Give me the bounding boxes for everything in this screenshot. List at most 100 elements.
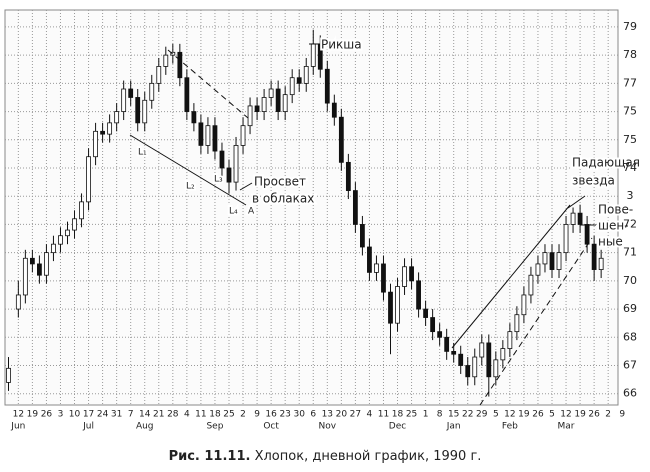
- candle-body: [310, 43, 316, 67]
- y-tick-label: 78: [623, 48, 637, 61]
- caption-label: Рис. 11.11.: [169, 449, 251, 464]
- candle-body: [437, 331, 443, 338]
- candle-body: [521, 294, 527, 316]
- candle-body: [577, 212, 583, 225]
- candle-body: [51, 243, 56, 254]
- x-tick-label: 4: [367, 410, 373, 420]
- candle-body: [303, 66, 309, 84]
- x-tick-label: 7: [128, 410, 134, 420]
- y-tick-label: 79: [623, 20, 637, 33]
- candle-body: [493, 359, 499, 378]
- x-tick-label: 2: [605, 410, 611, 420]
- x-tick-label: 27: [350, 410, 361, 420]
- candle-body: [135, 97, 141, 124]
- y-tick-label: 75: [623, 133, 637, 146]
- candle-body: [226, 167, 232, 183]
- caption: Рис. 11.11. Хлопок, дневной график, 1990…: [169, 449, 482, 464]
- candle-body: [324, 68, 330, 104]
- y-tick-label: 70: [623, 274, 637, 287]
- candle-body: [331, 102, 337, 118]
- y-tick-label: 72: [623, 217, 637, 230]
- candle-body: [507, 331, 513, 349]
- candle-body: [247, 105, 253, 127]
- x-tick-label: 30: [293, 410, 305, 420]
- annotation: L₂: [186, 182, 195, 192]
- candle-body: [465, 365, 471, 378]
- trend-lines: [129, 43, 596, 406]
- annotation: шен-: [598, 219, 629, 233]
- candle-body: [345, 161, 351, 191]
- x-tick-label: 31: [111, 410, 122, 420]
- candle-body: [58, 235, 63, 245]
- trend-line: [167, 49, 249, 119]
- x-tick-label: 4: [184, 410, 190, 420]
- candle-body: [430, 317, 436, 333]
- month-label: Aug: [136, 422, 154, 432]
- annotation: ные: [598, 235, 623, 249]
- candle-body: [416, 280, 421, 310]
- candle-body: [198, 122, 204, 146]
- y-tick-label: 75: [623, 105, 637, 118]
- candle-body: [360, 224, 365, 248]
- candle-body: [233, 145, 239, 183]
- candle-body: [93, 130, 98, 158]
- candle-body: [381, 263, 386, 293]
- candle-body: [296, 77, 302, 84]
- candle-body: [275, 88, 281, 112]
- candle-body: [65, 229, 70, 237]
- candle-body: [374, 263, 379, 273]
- x-tick-label: 12: [560, 410, 571, 420]
- x-tick-label: 25: [406, 410, 417, 420]
- trend-line: [479, 237, 593, 406]
- x-tick-label: 11: [378, 410, 389, 420]
- y-tick-label: 67: [623, 359, 637, 372]
- annotation: A: [248, 207, 255, 217]
- plot-area: [4, 9, 619, 406]
- candle-body: [205, 125, 211, 146]
- candle-body: [219, 150, 225, 169]
- annotation: L₁: [138, 148, 147, 158]
- y-tick-label: 69: [623, 302, 637, 315]
- candle-body: [409, 266, 414, 282]
- x-tick-label: 8: [437, 410, 443, 420]
- month-label: Jul: [82, 422, 94, 432]
- candle-body: [142, 99, 148, 124]
- candle-body: [591, 243, 597, 270]
- x-tick-label: 19: [574, 410, 586, 420]
- x-tick-label: 23: [279, 410, 290, 420]
- candle-body: [486, 342, 492, 378]
- x-tick-label: 21: [153, 410, 164, 420]
- candle-body: [107, 122, 113, 135]
- candle-body: [563, 224, 569, 254]
- month-label: Nov: [319, 422, 337, 432]
- x-tick-label: 17: [83, 410, 94, 420]
- annotation: Просвет: [254, 175, 306, 189]
- x-tick-label: 6: [310, 410, 316, 420]
- x-tick-label: 16: [265, 410, 277, 420]
- candle-body: [268, 88, 274, 98]
- candle-body: [170, 51, 176, 56]
- candle-body: [114, 111, 120, 124]
- candle-body: [514, 314, 520, 333]
- candle-body: [528, 274, 534, 296]
- candle-body: [451, 350, 457, 355]
- candle-body: [163, 54, 169, 67]
- x-tick-label: 18: [209, 410, 221, 420]
- x-tick-label: 14: [139, 410, 151, 420]
- annotation: Пове-: [598, 203, 633, 217]
- pointer: [567, 195, 586, 209]
- candle-body: [149, 82, 155, 101]
- month-label: Mar: [558, 422, 575, 432]
- x-tick-label: 26: [588, 410, 600, 420]
- candle-body: [240, 125, 246, 146]
- x-tick-label: 29: [476, 410, 488, 420]
- x-tick-label: 5: [493, 410, 499, 420]
- candle-body: [79, 201, 84, 220]
- candle-body: [500, 348, 506, 361]
- annotation: Падающая: [572, 156, 640, 170]
- candle-body: [317, 43, 323, 70]
- x-tick-label: 20: [336, 410, 348, 420]
- annotation: L₄: [229, 207, 238, 217]
- candle-body: [184, 77, 190, 112]
- candle-body: [388, 291, 393, 324]
